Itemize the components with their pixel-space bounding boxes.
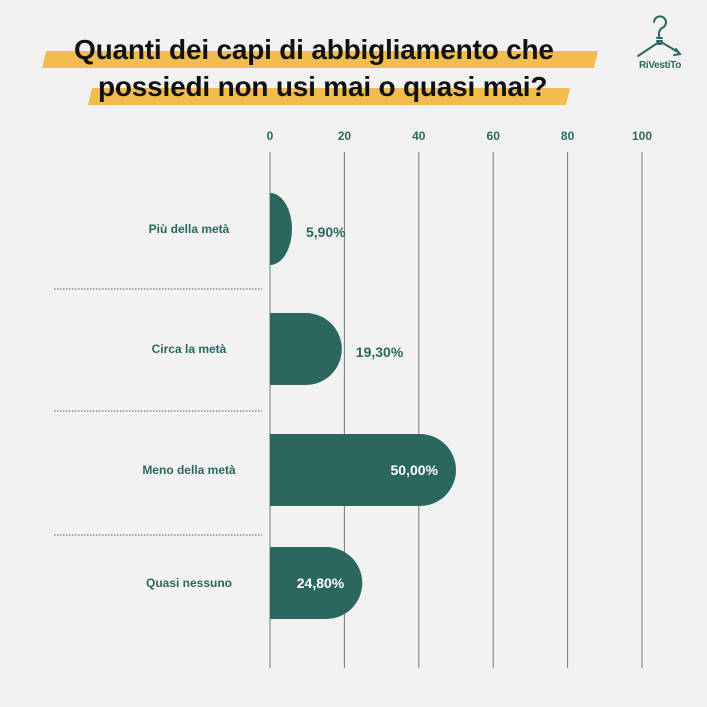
category-label: Meno della metà <box>142 463 236 477</box>
x-axis-tick-labels: 0 20 40 60 80 100 <box>267 129 653 143</box>
category-label: Circa la metà <box>152 342 227 356</box>
bars <box>270 193 456 619</box>
category-label: Più della metà <box>149 222 230 236</box>
x-tick-label: 100 <box>632 129 652 143</box>
chart-title-line-1: Quanti dei capi di abbigliamento che <box>74 34 554 65</box>
x-tick-label: 20 <box>338 129 352 143</box>
value-label: 24,80% <box>297 575 345 591</box>
x-tick-label: 80 <box>561 129 575 143</box>
bar <box>270 434 456 506</box>
chart-title-line-2: possiedi non usi mai o quasi mai? <box>98 71 548 102</box>
row-separators <box>54 288 262 536</box>
bar <box>270 313 342 385</box>
bar <box>270 193 292 265</box>
value-labels: 5,90% 19,30% 50,00% 24,80% <box>297 224 439 591</box>
value-label: 5,90% <box>306 224 346 240</box>
bar <box>270 547 363 619</box>
brand-logo: RiVestiTo <box>632 12 688 76</box>
title-block: Quanti dei capi di abbigliamento che pos… <box>0 0 707 120</box>
x-tick-label: 40 <box>412 129 426 143</box>
x-tick-label: 60 <box>487 129 501 143</box>
category-label: Quasi nessuno <box>146 576 232 590</box>
x-tick-label: 0 <box>267 129 274 143</box>
lightbulb-hanger-icon <box>637 15 682 57</box>
value-label: 19,30% <box>356 344 404 360</box>
value-label: 50,00% <box>391 462 439 478</box>
brand-name: RiVestiTo <box>638 60 682 71</box>
category-labels: Più della metà Circa la metà Meno della me… <box>142 222 236 590</box>
